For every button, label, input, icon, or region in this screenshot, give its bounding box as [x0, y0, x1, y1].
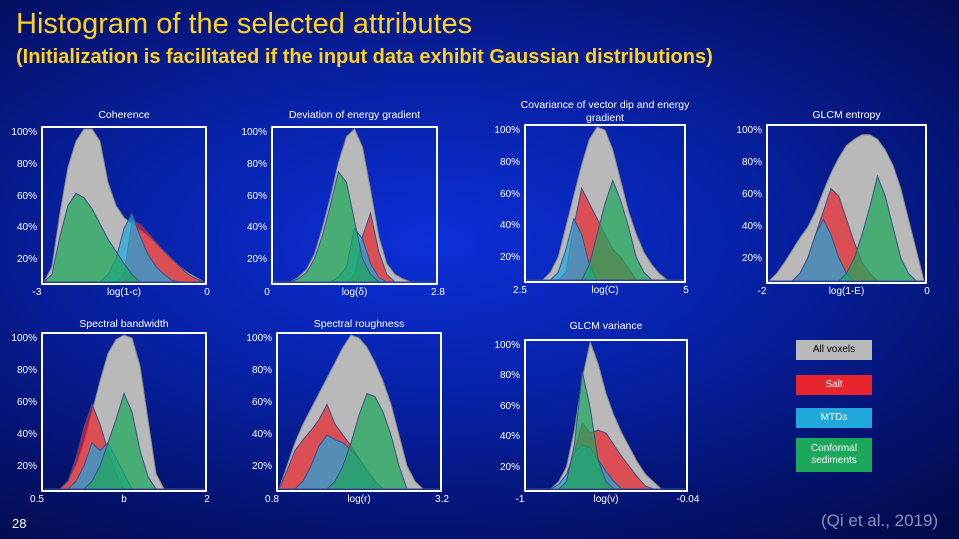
y-tick-label: 100% [246, 333, 272, 344]
y-tick-label: 80% [499, 156, 520, 168]
plot-frame-covariance-of-vector-dip-and-energy-gradient [524, 124, 686, 283]
y-tick-label: 40% [499, 431, 520, 443]
y-tick-label: 20% [16, 461, 37, 472]
y-tick-label: 40% [499, 220, 520, 232]
y-tick-label: 40% [16, 222, 37, 234]
x-axis-label: log(1-E) [828, 286, 865, 297]
y-tick-label: 20% [499, 252, 520, 264]
x-tick-label: -0.04 [676, 494, 700, 505]
y-tick-label: 80% [16, 158, 37, 170]
plot-spectral-bandwidth [44, 334, 204, 490]
legend-item-salt: Salt [796, 375, 872, 395]
series-area-conformal-sediments [274, 170, 435, 283]
y-tick-label: 80% [251, 365, 272, 376]
y-tick-label: 20% [251, 461, 272, 472]
chart-title-glcm-variance: GLCM variance [569, 320, 643, 332]
y-tick-label: 80% [741, 157, 762, 168]
series-area-conformal-sediments [527, 371, 685, 490]
x-axis-label: log(1-c) [107, 287, 141, 298]
x-axis-label: log(C) [591, 285, 619, 296]
y-tick-label: 40% [16, 429, 37, 440]
y-tick-label: 60% [16, 190, 37, 202]
series-area-conformal-sediments [44, 392, 204, 490]
slide-title: Histogram of the selected attributes [16, 8, 473, 40]
x-tick-label: 2.8 [431, 287, 445, 298]
x-tick-label: -2 [757, 286, 767, 297]
legend-item-conformal-sediments: Conformal sediments [796, 438, 872, 472]
y-tick-label: 100% [494, 124, 520, 136]
x-tick-label: 3.2 [435, 494, 449, 505]
plot-deviation-of-energy-gradient [274, 128, 435, 283]
y-tick-label: 80% [246, 158, 267, 170]
x-tick-label: -3 [32, 287, 42, 298]
plot-glcm-entropy [767, 134, 925, 282]
plot-frame-coherence [41, 126, 207, 285]
y-tick-label: 20% [741, 253, 762, 264]
y-tick-label: 80% [499, 370, 520, 382]
series-area-conformal-sediments [279, 392, 439, 490]
plot-glcm-variance [527, 340, 685, 490]
chart-title-coherence: Coherence [98, 109, 150, 121]
chart-title-deviation-of-energy-gradient: Deviation of energy gradient [288, 109, 421, 121]
y-tick-label: 40% [741, 221, 762, 232]
y-tick-label: 100% [494, 339, 520, 351]
plot-frame-glcm-entropy [766, 124, 927, 284]
y-tick-label: 100% [11, 126, 37, 138]
x-tick-label: 5 [683, 285, 689, 296]
citation: (Qi et al., 2019) [821, 511, 939, 530]
page-number: 28 [12, 516, 27, 531]
y-tick-label: 20% [246, 254, 267, 266]
x-axis-label: log(v) [593, 494, 619, 505]
y-tick-label: 100% [241, 126, 267, 138]
y-tick-label: 60% [16, 397, 37, 408]
y-tick-label: 60% [251, 397, 272, 408]
plot-covariance-of-vector-dip-and-energy-gradient [527, 126, 683, 281]
x-tick-label: 0.8 [265, 494, 279, 505]
y-tick-label: 60% [499, 400, 520, 412]
y-tick-label: 80% [16, 365, 37, 376]
x-tick-label: 2 [204, 494, 210, 505]
plot-frame-spectral-bandwidth [41, 332, 207, 492]
x-tick-label: -1 [515, 494, 525, 505]
plot-frame-glcm-variance [524, 339, 688, 492]
legend-item-mtds: MTDs [796, 408, 872, 428]
plot-spectral-roughness [278, 334, 439, 490]
chart-title-spectral-bandwidth: Spectral bandwidth [79, 318, 169, 330]
legend-item-all-voxels: All voxels [796, 340, 872, 360]
plot-coherence [42, 128, 206, 283]
plot-frame-deviation-of-energy-gradient [271, 126, 438, 285]
x-axis-label: b [121, 494, 127, 505]
y-tick-label: 100% [11, 333, 37, 344]
plot-frame-spectral-roughness [276, 332, 442, 492]
y-tick-label: 60% [741, 189, 762, 200]
slide-subtitle: (Initialization is facilitated if the in… [16, 46, 713, 68]
x-tick-label: 0 [204, 287, 210, 298]
y-tick-label: 20% [16, 254, 37, 266]
x-axis-label: log(r) [347, 494, 371, 505]
chart-title-covariance-of-vector-dip-and-energy-gradient: Covariance of vector dip and energy grad… [520, 99, 690, 124]
series-area-conformal-sediments [769, 174, 924, 282]
x-tick-label: 0 [264, 287, 270, 298]
x-axis-label: log(δ) [341, 287, 368, 298]
y-tick-label: 100% [736, 125, 762, 136]
y-tick-label: 60% [246, 190, 267, 202]
y-tick-label: 40% [246, 222, 267, 234]
series-area-conformal-sediments [527, 179, 683, 281]
series-area-conformal-sediments [42, 192, 204, 283]
chart-title-spectral-roughness: Spectral roughness [313, 318, 405, 330]
y-tick-label: 40% [251, 429, 272, 440]
y-tick-label: 60% [499, 188, 520, 200]
x-tick-label: 0 [924, 286, 930, 297]
y-tick-label: 20% [499, 462, 520, 474]
x-tick-label: 0.5 [30, 494, 44, 505]
chart-title-glcm-entropy: GLCM entropy [812, 109, 881, 121]
x-tick-label: 2.5 [513, 285, 527, 296]
